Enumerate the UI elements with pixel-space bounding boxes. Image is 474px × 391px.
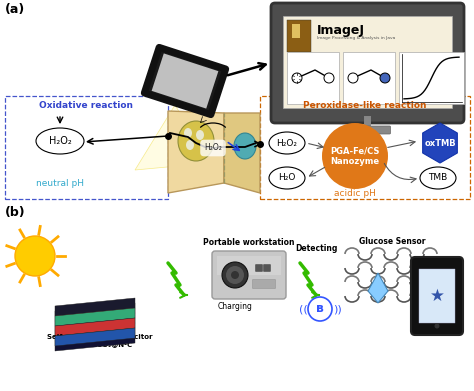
Text: Glucose Sensor: Glucose Sensor	[359, 237, 425, 246]
Ellipse shape	[178, 121, 214, 161]
FancyBboxPatch shape	[212, 251, 286, 299]
Text: H₂O₂: H₂O₂	[204, 143, 222, 152]
Polygon shape	[144, 47, 226, 115]
Text: Oxidative reaction: Oxidative reaction	[39, 101, 134, 110]
Text: Detecting: Detecting	[295, 244, 337, 253]
Text: oxTMB: oxTMB	[424, 138, 456, 147]
FancyBboxPatch shape	[292, 24, 300, 38]
Circle shape	[324, 73, 334, 83]
Text: PGA-Fe/CS
Nanozyme: PGA-Fe/CS Nanozyme	[330, 146, 380, 166]
Polygon shape	[55, 308, 135, 326]
Polygon shape	[55, 318, 135, 336]
Text: (a): (a)	[5, 3, 25, 16]
Ellipse shape	[269, 132, 305, 154]
Text: Peroxidase-like reaction: Peroxidase-like reaction	[303, 101, 427, 110]
FancyBboxPatch shape	[255, 264, 263, 271]
Text: ImageJ: ImageJ	[317, 24, 365, 37]
Polygon shape	[152, 54, 219, 109]
Circle shape	[222, 262, 248, 288]
Text: (b): (b)	[5, 206, 26, 219]
Text: ((: ((	[299, 304, 307, 314]
FancyBboxPatch shape	[287, 20, 311, 52]
FancyBboxPatch shape	[287, 52, 339, 104]
FancyBboxPatch shape	[343, 52, 395, 104]
Text: ★: ★	[429, 287, 445, 305]
Circle shape	[380, 73, 390, 83]
Text: H₂O₂: H₂O₂	[49, 136, 72, 146]
Polygon shape	[55, 323, 135, 341]
Text: TMB: TMB	[428, 174, 447, 183]
Ellipse shape	[196, 130, 204, 140]
Circle shape	[226, 266, 244, 284]
Text: Portable workstation: Portable workstation	[203, 238, 295, 247]
Ellipse shape	[420, 167, 456, 189]
Polygon shape	[55, 313, 135, 331]
Circle shape	[231, 271, 239, 279]
Ellipse shape	[36, 128, 84, 154]
FancyBboxPatch shape	[253, 280, 275, 289]
FancyBboxPatch shape	[411, 257, 463, 335]
Text: H₂O₂: H₂O₂	[276, 138, 298, 147]
Text: H₂O: H₂O	[278, 174, 296, 183]
Circle shape	[348, 73, 358, 83]
Text: Charging: Charging	[218, 302, 253, 311]
Polygon shape	[55, 333, 135, 351]
FancyBboxPatch shape	[264, 264, 271, 271]
Circle shape	[322, 123, 388, 189]
Circle shape	[292, 73, 302, 83]
Polygon shape	[55, 298, 135, 316]
FancyBboxPatch shape	[419, 269, 455, 323]
Circle shape	[15, 236, 55, 276]
Ellipse shape	[184, 128, 192, 138]
Text: ʙ: ʙ	[316, 303, 324, 316]
Text: )): ))	[333, 304, 341, 314]
FancyBboxPatch shape	[345, 126, 391, 134]
Text: neutral pH: neutral pH	[36, 179, 84, 188]
Circle shape	[435, 323, 439, 328]
Text: acidic pH: acidic pH	[334, 190, 376, 199]
Text: Self-power Supercapacitor
CF@NiCoO₂@N-C: Self-power Supercapacitor CF@NiCoO₂@N-C	[47, 334, 153, 347]
Polygon shape	[55, 328, 135, 346]
Polygon shape	[423, 123, 457, 163]
Polygon shape	[55, 303, 135, 321]
Circle shape	[308, 297, 332, 321]
FancyBboxPatch shape	[271, 3, 464, 123]
Polygon shape	[168, 111, 224, 193]
Text: Image Processing & Analysis in Java: Image Processing & Analysis in Java	[317, 36, 395, 40]
FancyBboxPatch shape	[217, 256, 281, 275]
Ellipse shape	[186, 140, 194, 150]
Polygon shape	[368, 273, 388, 303]
FancyBboxPatch shape	[399, 52, 464, 104]
Ellipse shape	[234, 133, 256, 159]
FancyBboxPatch shape	[283, 16, 452, 108]
Ellipse shape	[269, 167, 305, 189]
Polygon shape	[224, 113, 260, 193]
Polygon shape	[135, 105, 210, 170]
